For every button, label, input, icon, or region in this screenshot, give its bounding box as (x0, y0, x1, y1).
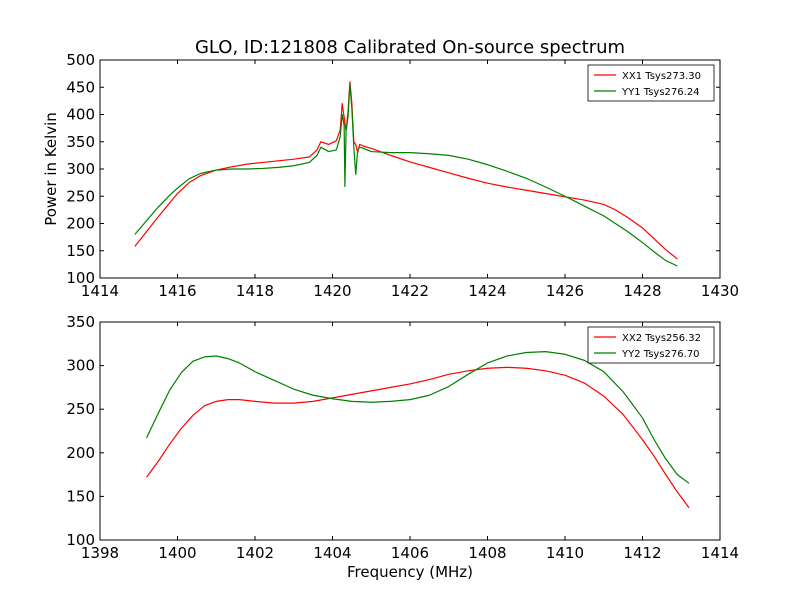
y-axis-label: Power in Kelvin (42, 112, 60, 226)
y-tick-label: 500 (66, 51, 95, 69)
x-tick-label: 1400 (158, 544, 196, 562)
x-tick-label: 1416 (158, 282, 196, 300)
x-tick-label: 1412 (623, 544, 661, 562)
legend-label: YY1 Tsys276.24 (621, 87, 700, 98)
x-tick-label: 1402 (236, 544, 274, 562)
series-line-xx2 (146, 366, 690, 509)
legend-box (587, 64, 715, 102)
series-line-yy1 (134, 83, 678, 267)
x-tick-label: 1426 (546, 282, 584, 300)
x-axis-label: Frequency (MHz) (347, 563, 473, 581)
x-tick-label: 1420 (313, 282, 351, 300)
legend-label: XX1 Tsys273.30 (622, 71, 701, 82)
x-tick-label: 1398 (81, 544, 119, 562)
x-tick-label: 1408 (468, 544, 506, 562)
x-tick-label: 1406 (391, 544, 429, 562)
series-group (145, 351, 690, 509)
x-tick-label: 1414 (701, 544, 739, 562)
y-tick-label: 350 (66, 313, 95, 331)
y-tick-label: 250 (66, 400, 95, 418)
x-tick-label: 1428 (623, 282, 661, 300)
x-tick-label: 1404 (313, 544, 351, 562)
y-tick-label: 250 (66, 187, 95, 205)
y-tick-label: 350 (66, 133, 95, 151)
bottom-subplot: 1398 1400 1402 1404 1406 1408 1410 1412 1414 100 1… (66, 313, 739, 562)
x-tick-label: 1414 (81, 282, 119, 300)
y-tick-label: 400 (66, 106, 95, 124)
y-tick-label: 150 (66, 242, 95, 260)
legend-label: XX2 Tsys256.32 (622, 333, 701, 344)
series-group (134, 81, 678, 267)
legend-label: YY2 Tsys276.70 (621, 349, 700, 360)
legend: XX2 Tsys256.32 YY2 Tsys276.70 (587, 326, 715, 364)
y-tick-label: 100 (66, 531, 95, 549)
y-tick-label: 450 (66, 78, 95, 96)
top-subplot: 1414 1416 1418 1420 1422 1424 1426 1428 1430 100 1… (66, 51, 739, 300)
y-tick-label: 200 (66, 444, 95, 462)
y-tick-label: 300 (66, 357, 95, 375)
legend-box (587, 326, 715, 364)
series-line-yy2 (145, 351, 690, 484)
x-tick-label: 1418 (236, 282, 274, 300)
x-tick-label: 1424 (468, 282, 506, 300)
y-tick-label: 100 (66, 269, 95, 287)
x-tick-label: 1410 (546, 544, 584, 562)
legend: XX1 Tsys273.30 YY1 Tsys276.24 (587, 64, 715, 102)
y-tick-label: 200 (66, 215, 95, 233)
figure-title: GLO, ID:121808 Calibrated On-source spec… (195, 37, 625, 58)
y-tick-label: 300 (66, 160, 95, 178)
y-tick-label: 150 (66, 487, 95, 505)
x-tick-label: 1430 (701, 282, 739, 300)
x-tick-label: 1422 (391, 282, 429, 300)
